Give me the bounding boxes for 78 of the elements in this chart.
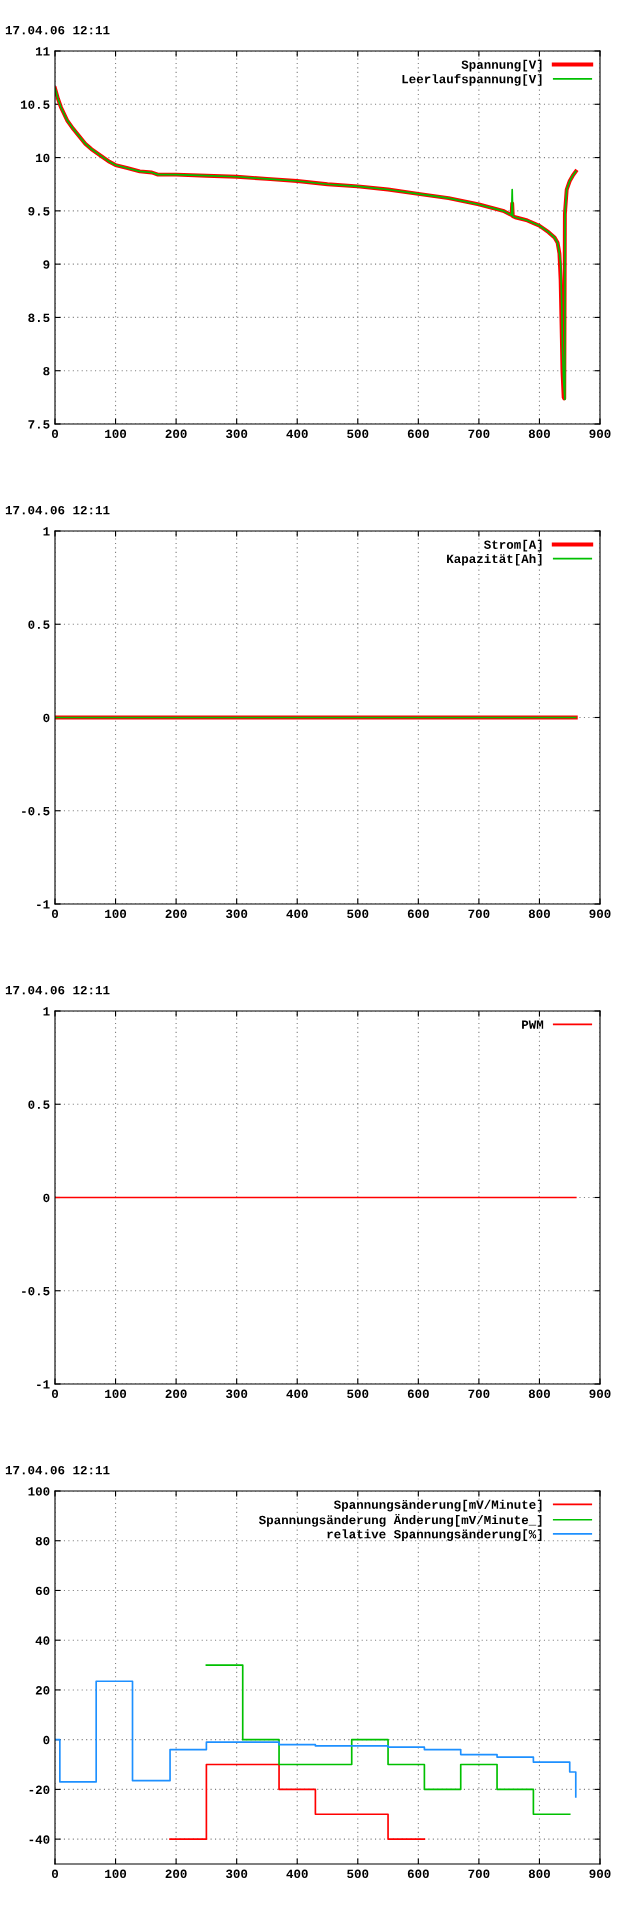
y-tick-label: -1 xyxy=(37,900,50,909)
x-tick-label: 800 xyxy=(528,909,550,919)
x-tick-label: 600 xyxy=(407,1389,429,1399)
legend-label: Leerlaufspannung[V] xyxy=(402,73,542,86)
x-tick-label: 900 xyxy=(589,1869,611,1879)
x-tick-label: 400 xyxy=(286,1389,308,1399)
x-tick-label: 700 xyxy=(468,1389,490,1399)
y-tick-label: 0 xyxy=(43,713,50,723)
x-tick-label: 0 xyxy=(51,429,59,439)
y-tick-label: 0 xyxy=(43,1193,50,1203)
legend-label: Spannungsänderung[mV/Minute] xyxy=(333,1499,542,1512)
y-tick-label: 10 xyxy=(35,153,50,163)
x-tick-label: 900 xyxy=(589,429,611,439)
x-tick-label: 400 xyxy=(286,909,308,919)
y-tick-label: 8.5 xyxy=(28,313,50,323)
y-tick-label: -40 xyxy=(29,1835,50,1844)
x-tick-label: 100 xyxy=(105,429,127,439)
y-tick-label: 0.5 xyxy=(28,1100,50,1109)
x-tick-label: 700 xyxy=(468,909,490,919)
y-tick-label: 7.5 xyxy=(28,420,50,429)
x-tick-label: 500 xyxy=(347,429,369,439)
y-tick-label: -1 xyxy=(37,1380,50,1389)
y-tick-label: 80 xyxy=(35,1536,50,1546)
x-tick-label: 200 xyxy=(165,1389,187,1399)
y-tick-label: -0.5 xyxy=(22,1286,50,1296)
legend-label: relative Spannungsänderung[%] xyxy=(327,1529,542,1541)
x-tick-label: 600 xyxy=(407,429,429,439)
y-tick-label: 10.5 xyxy=(20,100,50,109)
legend-label: Kapazität[Ah] xyxy=(447,553,542,566)
y-tick-label: -20 xyxy=(29,1785,50,1795)
y-tick-label: 60 xyxy=(35,1586,50,1596)
y-tick-label: 9 xyxy=(43,260,50,269)
legend-label: Spannung[V] xyxy=(461,59,542,72)
chart-title: 17.04.06 12:11 xyxy=(5,25,110,35)
y-tick-label: -0.5 xyxy=(22,806,50,816)
chart-title: 17.04.06 12:11 xyxy=(5,985,110,995)
x-tick-label: 600 xyxy=(407,909,429,919)
chart-title: 17.04.06 12:11 xyxy=(5,505,110,515)
x-tick-label: 100 xyxy=(105,1869,127,1879)
x-tick-label: 0 xyxy=(51,1869,59,1879)
x-tick-label: 400 xyxy=(286,429,308,439)
x-tick-label: 0 xyxy=(51,1389,59,1399)
x-tick-label: 100 xyxy=(105,1389,127,1399)
x-tick-label: 800 xyxy=(528,429,550,439)
x-tick-label: 100 xyxy=(105,909,127,919)
y-tick-label: 8 xyxy=(43,366,50,376)
x-tick-label: 200 xyxy=(165,909,187,919)
x-tick-label: 500 xyxy=(347,1389,369,1399)
legend-label: PWM xyxy=(522,1020,544,1029)
y-tick-label: 11 xyxy=(35,47,50,56)
x-tick-label: 200 xyxy=(165,429,187,439)
x-tick-label: 900 xyxy=(589,909,611,919)
y-tick-label: 0 xyxy=(43,1735,50,1745)
x-tick-label: 500 xyxy=(347,909,369,919)
legend-label: Spannungsänderung Änderung[mV/Minute_] xyxy=(258,1513,542,1527)
x-tick-label: 400 xyxy=(286,1869,308,1879)
x-tick-label: 300 xyxy=(225,1869,248,1879)
x-tick-label: 0 xyxy=(51,909,59,919)
chart-title: 17.04.06 12:11 xyxy=(5,1465,110,1475)
y-tick-label: 1 xyxy=(43,1007,50,1016)
x-tick-label: 700 xyxy=(468,429,490,439)
x-tick-label: 800 xyxy=(528,1389,550,1399)
x-tick-label: 600 xyxy=(407,1869,429,1879)
x-tick-label: 200 xyxy=(165,1869,187,1879)
y-tick-label: 0.5 xyxy=(28,620,50,629)
x-tick-label: 500 xyxy=(347,1869,369,1879)
x-tick-label: 300 xyxy=(225,1389,248,1399)
y-tick-label: 1 xyxy=(43,527,50,536)
y-tick-label: 9.5 xyxy=(28,207,50,216)
y-tick-label: 20 xyxy=(35,1686,50,1695)
y-tick-label: 40 xyxy=(35,1636,50,1645)
x-tick-label: 900 xyxy=(589,1389,611,1399)
y-tick-label: 100 xyxy=(28,1487,50,1496)
x-tick-label: 300 xyxy=(225,429,248,439)
x-tick-label: 300 xyxy=(225,909,248,919)
x-tick-label: 800 xyxy=(528,1869,550,1879)
legend-label: Strom[A] xyxy=(483,539,542,552)
x-tick-label: 700 xyxy=(468,1869,490,1879)
